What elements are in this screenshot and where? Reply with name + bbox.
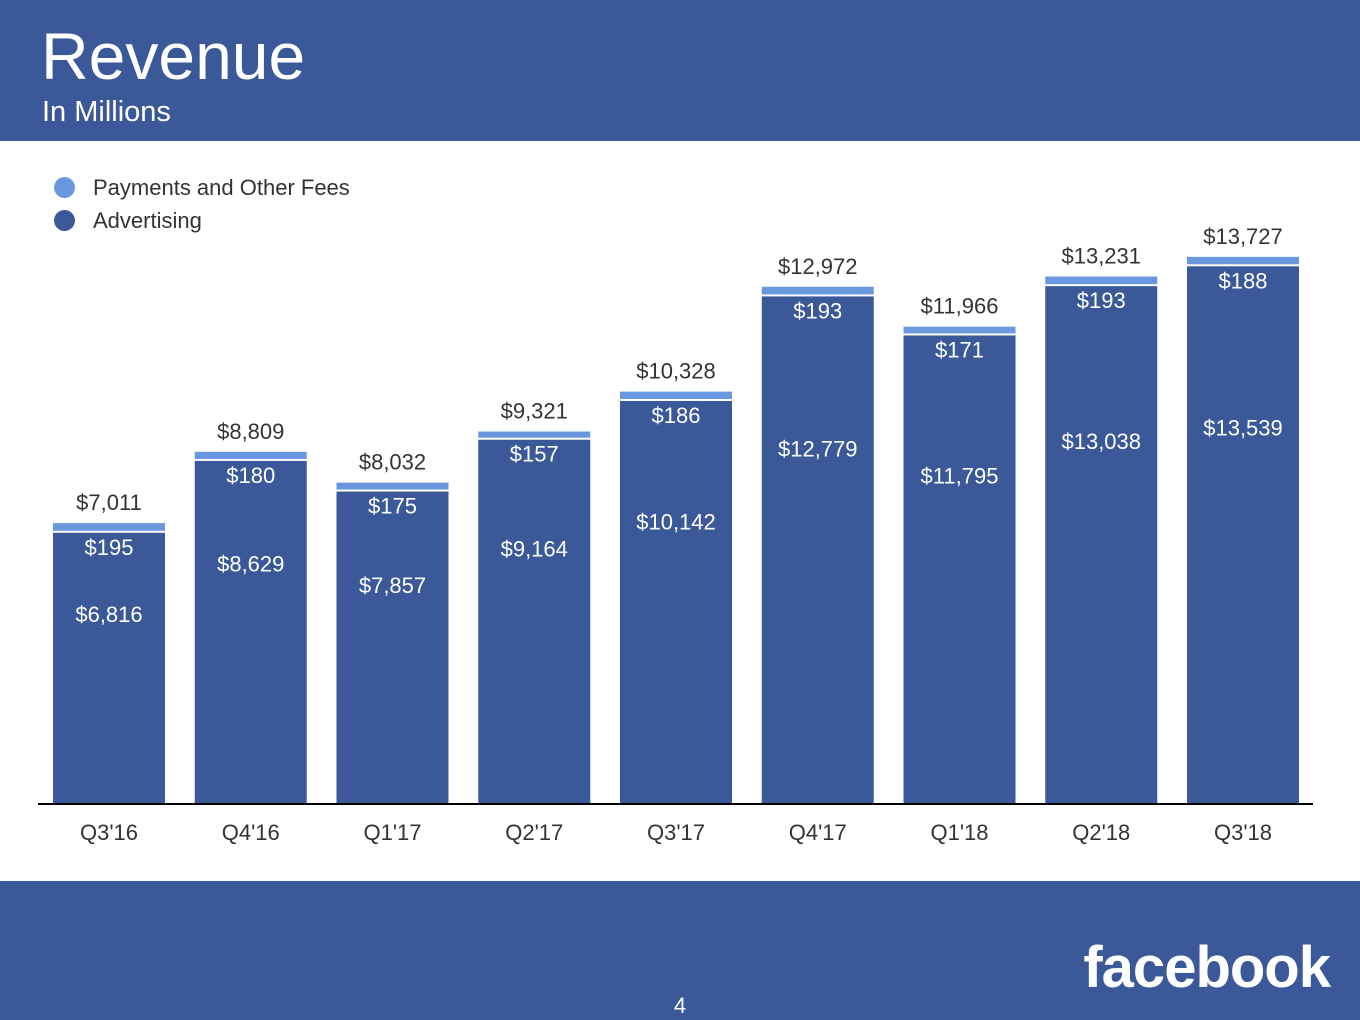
data-label-total: $13,727	[1203, 224, 1283, 249]
bar-advertising	[761, 296, 874, 803]
data-label-total: $12,972	[778, 254, 858, 279]
bar-advertising	[903, 335, 1016, 803]
x-tick-label: Q4'16	[222, 820, 280, 845]
x-tick-label: Q3'17	[647, 820, 705, 845]
bar-advertising	[194, 460, 307, 803]
data-label-payments: $193	[1077, 288, 1126, 313]
data-label-advertising: $6,816	[75, 602, 142, 627]
x-tick-label: Q2'18	[1072, 820, 1130, 845]
legend-swatch-payments	[54, 177, 75, 198]
legend-label-advertising: Advertising	[93, 207, 202, 233]
data-label-total: $10,328	[636, 359, 716, 384]
x-tick-label: Q1'18	[930, 820, 988, 845]
data-label-advertising: $7,857	[359, 573, 426, 598]
bar-advertising	[53, 532, 165, 803]
data-label-total: $8,032	[359, 450, 426, 475]
data-label-payments: $188	[1219, 268, 1268, 293]
data-label-total: $9,321	[501, 399, 568, 424]
data-label-total: $8,809	[217, 419, 284, 444]
legend-item-payments: Payments and Other Fees	[54, 171, 350, 204]
data-label-total: $11,966	[921, 294, 999, 319]
data-label-advertising: $10,142	[636, 510, 716, 535]
bar-advertising	[620, 400, 732, 803]
data-label-payments: $195	[85, 535, 134, 560]
bar-advertising	[478, 439, 591, 803]
page-number: 4	[673, 993, 687, 1018]
data-label-advertising: $13,539	[1203, 415, 1283, 440]
data-label-payments: $180	[226, 463, 275, 488]
x-tick-label: Q1'17	[363, 820, 421, 845]
bar-payments	[903, 326, 1016, 334]
data-label-payments: $171	[935, 337, 984, 362]
data-label-advertising: $13,038	[1061, 429, 1141, 454]
data-label-payments: $186	[652, 403, 701, 428]
data-label-payments: $157	[510, 442, 559, 467]
slide-title: Revenue	[41, 19, 306, 93]
bar-payments	[53, 523, 165, 531]
x-tick-label: Q3'16	[80, 820, 138, 845]
chart-legend: Payments and Other Fees Advertising	[54, 171, 350, 237]
data-label-advertising: $11,795	[921, 464, 999, 489]
data-label-advertising: $12,779	[778, 436, 858, 461]
bar-advertising	[1045, 286, 1158, 803]
legend-item-advertising: Advertising	[54, 204, 350, 237]
legend-label-payments: Payments and Other Fees	[93, 174, 350, 200]
slide-subtitle: In Millions	[42, 96, 171, 128]
x-tick-label: Q3'18	[1214, 820, 1272, 845]
bar-advertising	[1187, 266, 1299, 803]
facebook-logo: facebook	[1083, 935, 1331, 1000]
bar-payments	[336, 482, 449, 490]
bar-payments	[761, 286, 874, 295]
bar-advertising	[336, 491, 449, 803]
data-label-total: $13,231	[1061, 244, 1141, 269]
bar-payments	[620, 391, 732, 399]
x-tick-label: Q2'17	[505, 820, 563, 845]
slide-footer: 4 facebook	[0, 881, 1360, 1020]
x-tick-label: Q4'17	[789, 820, 847, 845]
data-label-advertising: $8,629	[217, 552, 284, 577]
revenue-chart: $6,816 $195 $7,011 Q3'16 $8,629 $180 $8,809 Q4'…	[38, 224, 1313, 845]
data-label-advertising: $9,164	[501, 537, 568, 562]
data-label-total: $7,011	[76, 490, 142, 515]
bar-payments	[478, 431, 591, 438]
bar-payments	[194, 451, 307, 459]
data-label-payments: $175	[368, 494, 417, 519]
data-label-payments: $193	[793, 298, 842, 323]
legend-swatch-advertising	[54, 210, 75, 231]
bar-payments	[1045, 276, 1158, 285]
slide-header: Revenue In Millions	[0, 0, 1360, 141]
bar-payments	[1187, 256, 1299, 265]
